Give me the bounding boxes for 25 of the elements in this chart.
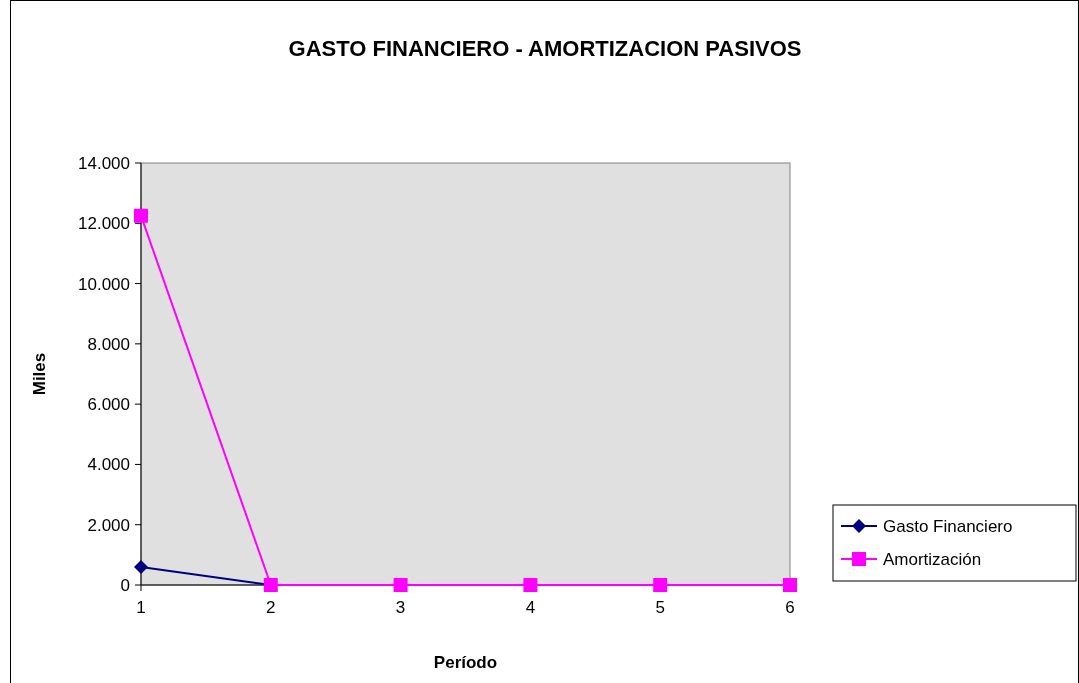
point: [134, 559, 148, 574]
y-tick-label: 6.000: [87, 395, 130, 415]
x-tick-label: 6: [785, 598, 795, 617]
x-tick-label: 5: [655, 598, 665, 617]
x-axis-title: Período: [433, 653, 498, 672]
legend-label: Amortización: [883, 549, 982, 569]
x-tick-label: 4: [525, 598, 536, 617]
y-axis-title: Miles: [30, 352, 49, 396]
y-tick-label: 4.000: [87, 455, 130, 475]
y-tick-label: 0: [120, 575, 130, 595]
point: [653, 578, 668, 592]
point: [523, 578, 538, 592]
legend-label: Gasto Financiero: [883, 516, 1013, 536]
point: [134, 208, 148, 223]
y-tick-label: 12.000: [78, 214, 130, 234]
y-tick-label: 8.000: [87, 334, 130, 354]
point: [393, 578, 408, 592]
chart-title: GASTO FINANCIERO - AMORTIZACION PASIVOS: [288, 36, 802, 61]
point: [783, 578, 797, 592]
x-tick-label: 3: [395, 598, 406, 617]
x-tick-label: 1: [136, 598, 146, 617]
y-tick-label: 14.000: [78, 153, 130, 173]
y-tick-label: 10.000: [78, 274, 130, 294]
y-tick-label: 2.000: [87, 515, 130, 535]
x-tick-label: 2: [266, 598, 276, 617]
